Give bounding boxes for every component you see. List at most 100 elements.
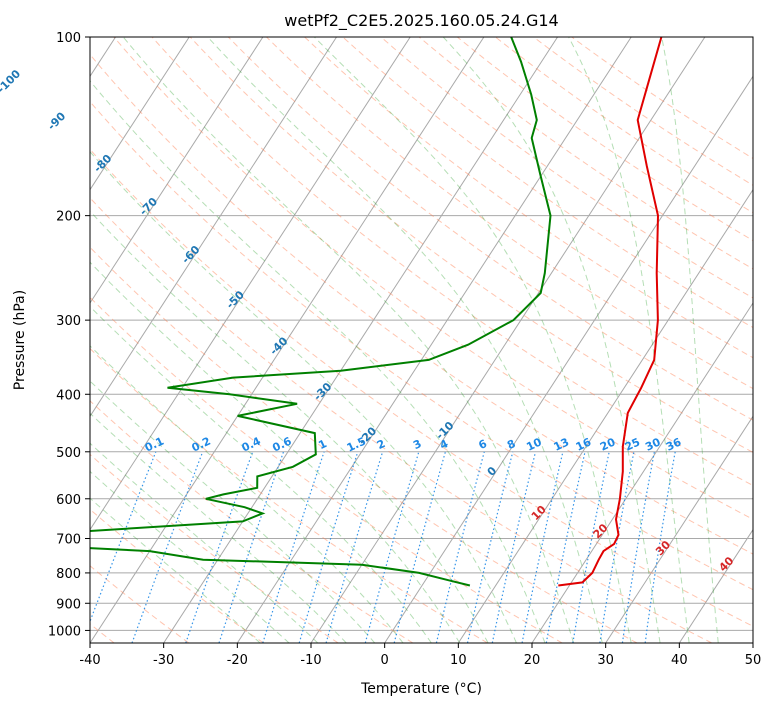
adiabat-label: 40 [716,554,736,574]
adiabat-label: 30 [653,538,673,558]
y-tick-label: 1000 [48,624,81,639]
y-tick-label: 600 [56,493,81,508]
moist-adiabat-line [90,261,461,643]
isotherm-line [457,188,753,643]
isotherm-line [384,75,753,643]
mixing-ratio-line [435,451,485,643]
x-tick-label: 30 [597,653,614,668]
dry-adiabat-line [90,296,563,643]
mixing-ratio-label: 10 [524,435,544,453]
moist-adiabat-line [568,37,690,643]
y-tick-label: 800 [56,567,81,582]
profile-lines [90,37,663,587]
temperature-line [558,37,663,587]
adiabat-label: 0 [485,464,500,479]
y-tick-label: 700 [56,533,81,548]
isotherm-line [605,415,753,643]
mixing-ratio-label: 16 [574,435,594,453]
mixing-ratio-label: 30 [643,435,663,453]
y-tick-label: 900 [56,597,81,612]
adiabat-label: -30 [311,380,334,403]
x-tick-label: -30 [153,653,174,668]
dry-adiabat-line [90,197,712,643]
mixing-ratio-line [131,451,204,643]
x-tick-label: 50 [745,653,762,668]
isotherm-line [90,37,264,304]
moist-adiabat-line [90,380,376,643]
mixing-ratio-label: 13 [552,435,571,453]
dry-adiabat-line [151,37,753,487]
dry-adiabat-line [113,37,753,520]
isotherm-line [163,37,558,643]
moist-adiabat-line [661,37,719,643]
dry-adiabat-line [90,100,753,591]
mixing-ratio-line [393,451,446,643]
dry-adiabat-line [90,508,264,643]
dry-adiabat-line [90,347,488,643]
isotherm-line [236,37,632,643]
x-tick-label: -20 [227,653,248,668]
mixing-ratio-line [466,451,514,643]
isotherm-line [90,37,337,418]
dry-adiabat-line [90,246,638,643]
adiabat-label: -10 [433,419,456,442]
isotherm-line [752,642,753,643]
isotherm-line [90,37,190,191]
mixing-ratio-line [325,451,384,643]
mixing-ratio-line [185,451,254,643]
mixing-ratio-line [521,451,564,643]
moist-adiabat-line [90,210,489,643]
moist-adiabat-line [313,37,632,643]
plot-frame [89,36,754,644]
mixing-ratio-label: 20 [598,435,618,453]
mixing-ratio-line [262,451,325,643]
adiabat-label: -40 [267,334,290,357]
dry-adiabat-line [418,37,753,270]
x-tick-label: 0 [381,653,389,668]
isotherm-line [531,302,753,643]
mixing-ratio-line [218,451,285,643]
mixing-ratio-label: 36 [664,435,684,453]
mixing-ratio-line [90,451,157,624]
dry-adiabat-line [189,37,753,454]
moist-adiabat-line [90,442,319,643]
dry-adiabat-line [90,53,753,555]
moist-adiabat-line [90,80,546,643]
dry-adiabat-line [90,400,414,643]
y-axis: 100 200 300 400 500 600 700 800 900 1000 [48,31,90,639]
dry-adiabat-line [304,37,753,359]
dry-adiabat-line [90,148,753,627]
moist-adiabat-line [122,37,575,643]
adiabat-label: -60 [179,243,202,266]
y-tick-label: 400 [56,388,81,403]
isotherm-line [310,37,706,643]
mixing-ratio-line [364,451,420,643]
dry-adiabat-line [227,37,753,421]
mixing-ratio-line [298,451,359,643]
dewpoint-line [90,37,552,587]
moist-adiabat-line [90,150,517,643]
isotherm-line [678,528,753,643]
dry-adiabat-line [571,37,753,160]
y-tick-label: 100 [56,31,81,46]
moist-adiabat-line [90,412,347,643]
x-tick-label: -10 [300,653,321,668]
mixing-ratio-line [491,451,537,643]
y-axis-label: Pressure (hPa) [12,290,28,390]
moist-adiabat-line [90,305,432,643]
mixing-ratio-line [572,451,610,643]
y-tick-label: 200 [56,210,81,225]
adiabat-label: 10 [529,503,549,523]
x-tick-label: 10 [450,653,467,668]
adiabat-label: -100 [0,67,23,96]
adiabat-label: -50 [224,288,247,311]
mixing-ratio-line [545,451,586,643]
moist-adiabat-line [207,37,603,643]
dry-adiabat-line [495,37,753,214]
x-tick-label: -40 [79,653,100,668]
dry-adiabat-line [266,37,753,390]
y-tick-label: 500 [56,446,81,461]
mixing-ratio-label: 25 [623,435,642,453]
adiabat-label: -70 [137,195,160,218]
